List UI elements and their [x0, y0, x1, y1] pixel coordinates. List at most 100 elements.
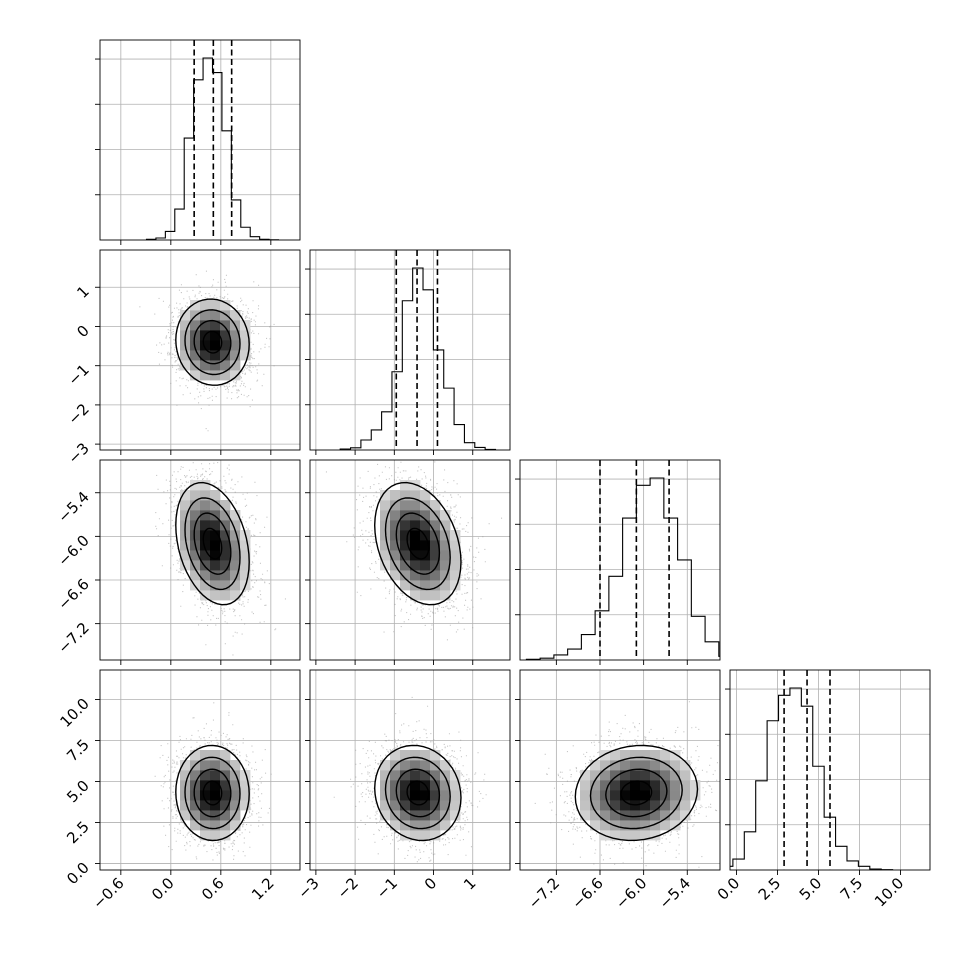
- density-cell: [440, 760, 451, 771]
- density-cell: [610, 810, 621, 821]
- density-cell: [220, 780, 231, 791]
- panel-1-1: [305, 249, 511, 455]
- density-cell: [400, 580, 411, 591]
- density-cell: [400, 790, 411, 801]
- density-cell: [420, 800, 431, 811]
- x-tick-label: 1: [460, 874, 479, 893]
- y-tick-label: 2.5: [63, 818, 93, 848]
- density-cell: [210, 770, 221, 781]
- density-cell: [430, 570, 441, 581]
- density-cell: [600, 780, 611, 791]
- contour-0: [202, 780, 223, 806]
- density-cell: [230, 530, 241, 541]
- density-cell: [220, 500, 231, 511]
- density-cell: [620, 800, 631, 811]
- density-cell: [640, 780, 651, 791]
- density-cell: [180, 360, 191, 371]
- density-cell: [600, 770, 611, 781]
- density-cell: [410, 500, 421, 511]
- density-cell: [590, 800, 601, 811]
- density-cell: [210, 350, 221, 361]
- x-tick-label: 7.5: [837, 874, 867, 904]
- density-cell: [210, 580, 221, 591]
- density-cell: [420, 770, 431, 781]
- density-cell: [220, 300, 231, 311]
- density-cell: [450, 780, 461, 791]
- density-cell: [190, 510, 201, 521]
- contour-2: [384, 497, 451, 591]
- density-cell: [240, 560, 251, 571]
- density-cell: [190, 570, 201, 581]
- density-cell: [440, 580, 451, 591]
- density-cell: [430, 810, 441, 821]
- density-cell: [420, 830, 431, 841]
- density-cell: [210, 330, 221, 341]
- density-cell: [630, 820, 641, 831]
- density-cell: [230, 550, 241, 561]
- density-cell: [220, 550, 231, 561]
- density-cell: [430, 580, 441, 591]
- density-cell: [680, 790, 691, 801]
- density-cell: [430, 520, 441, 531]
- contour-1: [193, 319, 232, 365]
- contour-0: [406, 527, 430, 560]
- density-cell: [200, 760, 211, 771]
- density-cell: [420, 790, 431, 801]
- density-cell: [190, 800, 201, 811]
- density-cell: [420, 750, 431, 761]
- density-cell: [450, 810, 461, 821]
- density-cell: [210, 830, 221, 841]
- density-cell: [670, 770, 681, 781]
- density-cell: [420, 490, 431, 501]
- density-cell: [210, 320, 221, 331]
- density-cell: [200, 530, 211, 541]
- x-tick-label: −2: [334, 874, 362, 902]
- density-cell: [220, 510, 231, 521]
- density-cell: [220, 310, 231, 321]
- density-cell: [610, 800, 621, 811]
- density-cell: [410, 540, 421, 551]
- y-tick-label: −7.2: [54, 619, 92, 657]
- density-cell: [180, 510, 191, 521]
- density-cell: [200, 830, 211, 841]
- density-cell: [180, 760, 191, 771]
- density-cell: [210, 340, 221, 351]
- density-cell: [390, 490, 401, 501]
- x-tick-label: 0.0: [148, 874, 178, 904]
- density-cell: [420, 540, 431, 551]
- density-layer: [325, 461, 503, 641]
- x-tick-label: −3: [294, 874, 322, 902]
- density-cell: [590, 760, 601, 771]
- x-tick-label: 0: [421, 874, 440, 893]
- y-tick-label: 0: [73, 322, 92, 341]
- density-cell: [400, 480, 411, 491]
- density-cell: [440, 770, 451, 781]
- y-tick-label: −5.4: [54, 488, 92, 526]
- density-cell: [210, 520, 221, 531]
- density-cell: [190, 820, 201, 831]
- density-cell: [200, 820, 211, 831]
- density-cell: [450, 790, 461, 801]
- density-cell: [590, 780, 601, 791]
- density-cell: [430, 560, 441, 571]
- density-cell: [210, 300, 221, 311]
- density-cell: [400, 800, 411, 811]
- density-cell: [380, 550, 391, 561]
- density-cell: [430, 830, 441, 841]
- axes-frame: [309, 669, 511, 871]
- density-cell: [650, 750, 661, 761]
- axes-frame: [519, 669, 721, 871]
- density-cell: [660, 760, 671, 771]
- x-tick-label: 1.2: [248, 874, 278, 904]
- density-cell: [400, 780, 411, 791]
- y-tick-label: 5.0: [63, 777, 93, 807]
- density-cell: [230, 820, 241, 831]
- density-cell: [400, 500, 411, 511]
- density-cell: [670, 820, 681, 831]
- density-cell: [200, 570, 211, 581]
- density-cell: [190, 490, 201, 501]
- density-cell: [670, 780, 681, 791]
- density-cell: [240, 550, 251, 561]
- density-cell: [650, 790, 661, 801]
- density-cell: [430, 780, 441, 791]
